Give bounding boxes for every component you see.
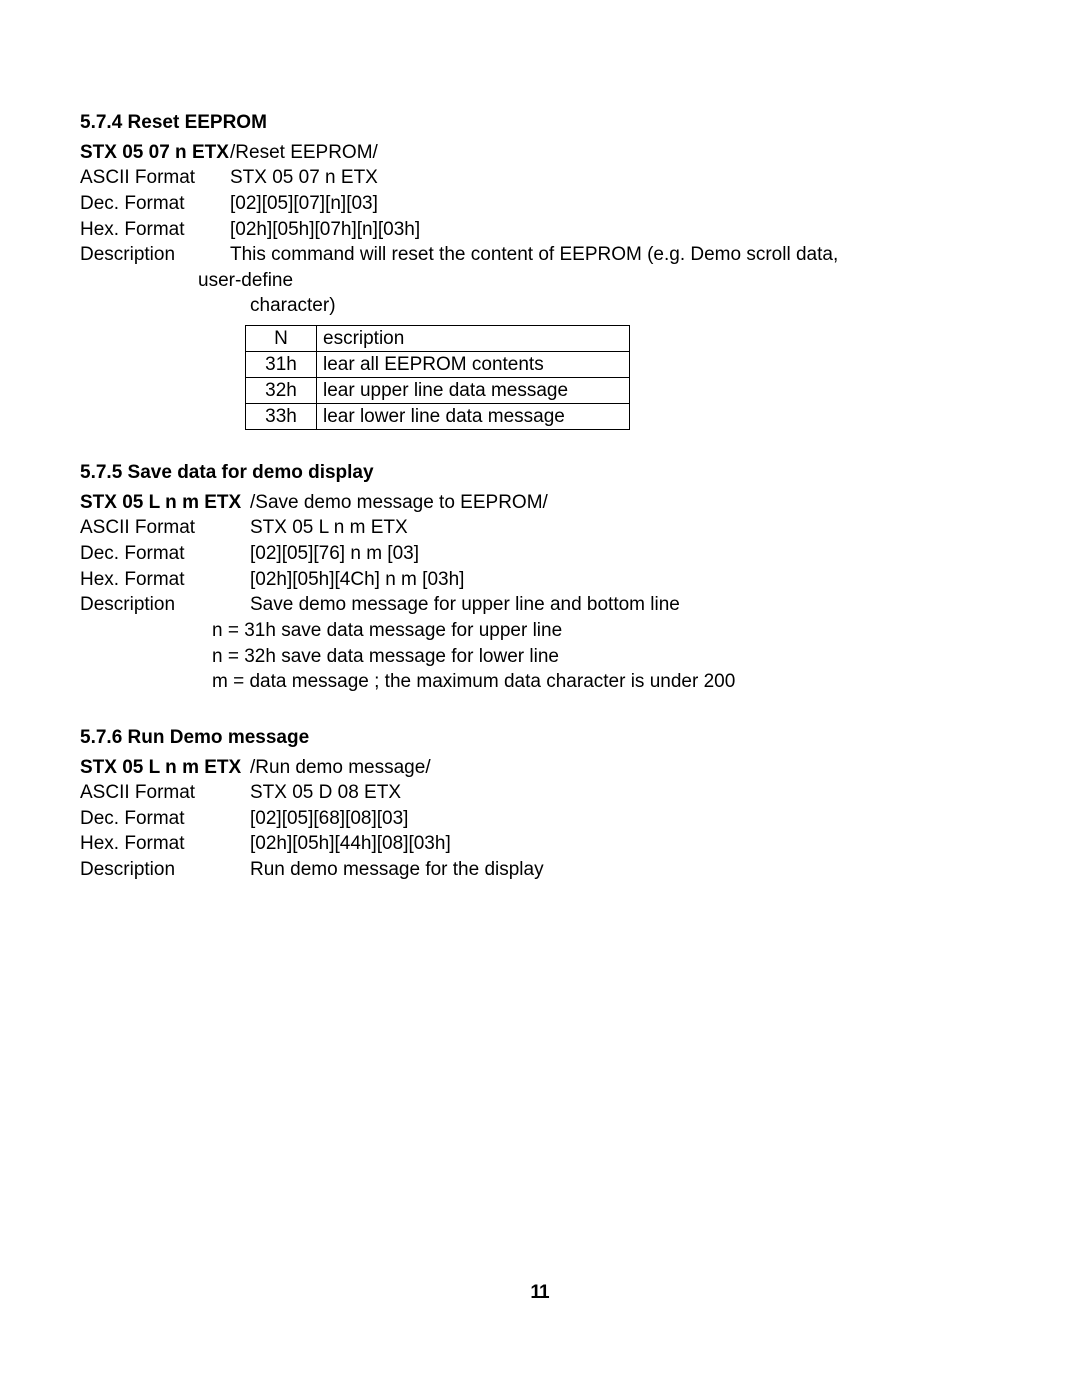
- row-576-desc: Description Run demo message for the dis…: [80, 857, 1000, 883]
- table-row: 33h lear lower line data message: [246, 404, 630, 430]
- value-desc-576-l1: Run demo message for the display: [250, 857, 544, 883]
- row-575-ascii: ASCII Format STX 05 L n m ETX: [80, 515, 1000, 541]
- label-desc-574: Description: [80, 242, 230, 268]
- table-574-header-row: N escription: [246, 326, 630, 352]
- value-desc-575-l4: m = data message ; the maximum data char…: [212, 669, 1000, 695]
- label-ascii-575: ASCII Format: [80, 515, 250, 541]
- page-number: 11: [0, 1280, 1080, 1306]
- value-desc-574-l1: This command will reset the content of E…: [230, 242, 838, 268]
- table-574: N escription 31h lear all EEPROM content…: [245, 325, 630, 430]
- cmd-desc-574: /Reset EEPROM/: [230, 140, 378, 166]
- label-desc-575: Description: [80, 592, 250, 618]
- value-dec-575: [02][05][76] n m [03]: [250, 541, 419, 567]
- heading-574: 5.7.4 Reset EEPROM: [80, 110, 1000, 136]
- cmd-desc-575: /Save demo message to EEPROM/: [250, 490, 548, 516]
- row-575-dec: Dec. Format [02][05][76] n m [03]: [80, 541, 1000, 567]
- row-576-dec: Dec. Format [02][05][68][08][03]: [80, 806, 1000, 832]
- label-hex-574: Hex. Format: [80, 217, 230, 243]
- label-dec-576: Dec. Format: [80, 806, 250, 832]
- value-hex-574: [02h][05h][07h][n][03h]: [230, 217, 420, 243]
- section-576: 5.7.6 Run Demo message STX 05 L n m ETX …: [80, 725, 1000, 883]
- value-desc-575-l1: Save demo message for upper line and bot…: [250, 592, 680, 618]
- th-n: N: [246, 326, 317, 352]
- td-desc-1: lear upper line data message: [317, 378, 630, 404]
- cmd-desc-576: /Run demo message/: [250, 755, 431, 781]
- label-ascii-574: ASCII Format: [80, 165, 230, 191]
- label-dec-574: Dec. Format: [80, 191, 230, 217]
- row-574-hex: Hex. Format [02h][05h][07h][n][03h]: [80, 217, 1000, 243]
- heading-576: 5.7.6 Run Demo message: [80, 725, 1000, 751]
- td-desc-2: lear lower line data message: [317, 404, 630, 430]
- td-desc-0: lear all EEPROM contents: [317, 352, 630, 378]
- row-574-cmd: STX 05 07 n ETX /Reset EEPROM/: [80, 140, 1000, 166]
- value-ascii-576: STX 05 D 08 ETX: [250, 780, 401, 806]
- value-hex-576: [02h][05h][44h][08][03h]: [250, 831, 451, 857]
- value-ascii-575: STX 05 L n m ETX: [250, 515, 408, 541]
- row-576-ascii: ASCII Format STX 05 D 08 ETX: [80, 780, 1000, 806]
- table-row: 32h lear upper line data message: [246, 378, 630, 404]
- cmd-575: STX 05 L n m ETX: [80, 490, 250, 516]
- cmd-576: STX 05 L n m ETX: [80, 755, 250, 781]
- value-desc-575-l3: n = 32h save data message for lower line: [212, 644, 1000, 670]
- row-574-dec: Dec. Format [02][05][07][n][03]: [80, 191, 1000, 217]
- heading-575: 5.7.5 Save data for demo display: [80, 460, 1000, 486]
- section-574: 5.7.4 Reset EEPROM STX 05 07 n ETX /Rese…: [80, 110, 1000, 430]
- value-desc-574-l3: character): [250, 293, 1000, 319]
- table-row: 31h lear all EEPROM contents: [246, 352, 630, 378]
- row-575-cmd: STX 05 L n m ETX /Save demo message to E…: [80, 490, 1000, 516]
- value-dec-574: [02][05][07][n][03]: [230, 191, 378, 217]
- th-desc: escription: [317, 326, 630, 352]
- value-dec-576: [02][05][68][08][03]: [250, 806, 408, 832]
- value-desc-574-l2: user-define: [198, 268, 1000, 294]
- value-ascii-574: STX 05 07 n ETX: [230, 165, 378, 191]
- row-576-cmd: STX 05 L n m ETX /Run demo message/: [80, 755, 1000, 781]
- page-container: 5.7.4 Reset EEPROM STX 05 07 n ETX /Rese…: [0, 0, 1080, 883]
- value-desc-575-l2: n = 31h save data message for upper line: [212, 618, 1000, 644]
- section-575: 5.7.5 Save data for demo display STX 05 …: [80, 460, 1000, 695]
- row-576-hex: Hex. Format [02h][05h][44h][08][03h]: [80, 831, 1000, 857]
- cmd-574: STX 05 07 n ETX: [80, 140, 230, 166]
- label-dec-575: Dec. Format: [80, 541, 250, 567]
- td-n-0: 31h: [246, 352, 317, 378]
- row-574-desc: Description This command will reset the …: [80, 242, 1000, 268]
- row-574-ascii: ASCII Format STX 05 07 n ETX: [80, 165, 1000, 191]
- label-desc-576: Description: [80, 857, 250, 883]
- page-number-second: 1: [539, 1282, 550, 1303]
- label-hex-576: Hex. Format: [80, 831, 250, 857]
- label-hex-575: Hex. Format: [80, 567, 250, 593]
- td-n-1: 32h: [246, 378, 317, 404]
- td-n-2: 33h: [246, 404, 317, 430]
- value-hex-575: [02h][05h][4Ch] n m [03h]: [250, 567, 464, 593]
- row-575-desc: Description Save demo message for upper …: [80, 592, 1000, 618]
- label-ascii-576: ASCII Format: [80, 780, 250, 806]
- row-575-hex: Hex. Format [02h][05h][4Ch] n m [03h]: [80, 567, 1000, 593]
